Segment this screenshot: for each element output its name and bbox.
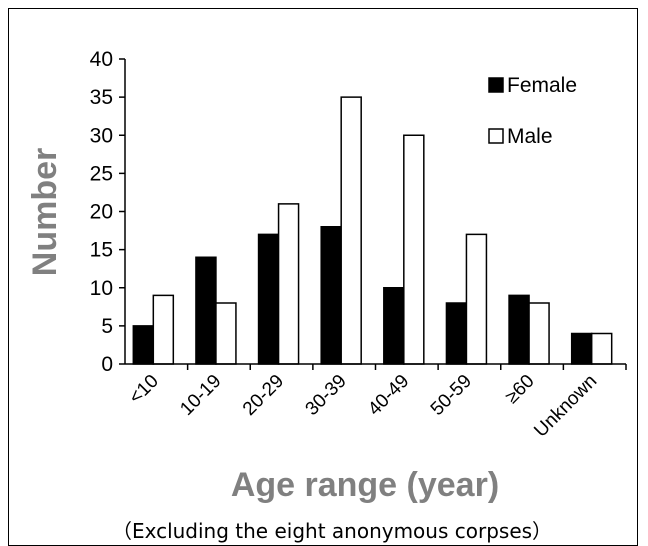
x-tick-label: 20-29: [239, 371, 288, 420]
y-tick-label: 40: [90, 48, 113, 71]
x-tick-label: 50-59: [427, 371, 476, 420]
bar-female-2: [257, 233, 280, 365]
bar-male-5: [465, 233, 488, 365]
legend-label-female: Female: [507, 74, 577, 97]
y-tick-label: 30: [90, 124, 113, 147]
bar-female-4: [383, 287, 405, 365]
x-tick-label: Unknown: [530, 371, 601, 442]
legend-swatch-male: [488, 128, 504, 144]
bar-female-0: [132, 325, 155, 365]
y-tick-label: 25: [90, 162, 113, 185]
y-tick-label: 15: [90, 239, 113, 262]
x-tick-label: ≥60: [501, 371, 538, 408]
bar-male-4: [403, 134, 425, 365]
y-tick-label: 0: [101, 353, 113, 376]
bar-female-7: [570, 332, 593, 365]
bar-male-1: [215, 302, 237, 365]
bar-male-3: [340, 96, 362, 365]
x-tick-label: 40-49: [364, 371, 413, 420]
legend-swatch-female: [488, 77, 504, 93]
y-tick-label: 5: [101, 315, 113, 338]
bar-female-1: [195, 256, 217, 365]
x-axis-title: Age range (year): [231, 466, 499, 504]
bar-male-2: [277, 203, 300, 365]
bar-female-5: [445, 302, 468, 365]
y-axis-title: Number: [26, 148, 64, 276]
bars: [132, 96, 613, 365]
x-tick-label: 30-39: [302, 371, 351, 420]
x-tick-label: <10: [125, 371, 163, 409]
y-tick-label: 35: [90, 86, 113, 109]
bar-male-6: [528, 302, 550, 365]
legend-label-male: Male: [507, 125, 553, 148]
y-axis-ticks: 0 5 10 15 20 25 30 35 40: [90, 48, 125, 376]
y-tick-label: 10: [90, 277, 113, 300]
chart-annotation: （Excluding the eight anonymous corpses）: [112, 519, 552, 543]
legend: Female Male: [488, 74, 577, 148]
x-tick-label: 10-19: [176, 371, 225, 420]
bar-male-7: [590, 332, 613, 365]
bar-female-3: [320, 226, 342, 365]
bar-female-6: [508, 294, 530, 365]
y-tick-label: 20: [90, 201, 113, 224]
bar-male-0: [152, 294, 175, 365]
